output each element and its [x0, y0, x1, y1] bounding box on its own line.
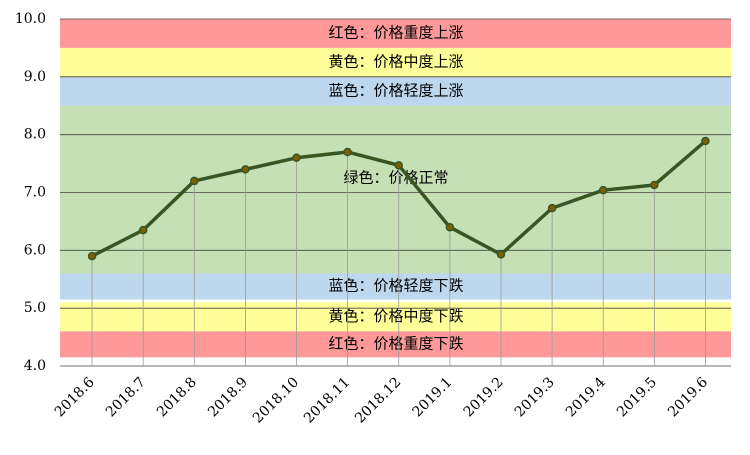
band-label: 蓝色：价格轻度下跌: [328, 276, 463, 294]
y-tick-label: 4.0: [24, 358, 46, 374]
marker: [701, 136, 710, 146]
x-tick-label: 2018.12: [352, 374, 404, 426]
band: [60, 105, 731, 274]
x-tick-label: 2019.4: [563, 374, 609, 420]
marker: [650, 180, 659, 190]
y-tick-label: 9.0: [24, 69, 46, 85]
x-tick-label: 2018.10: [250, 374, 302, 426]
band: [60, 331, 731, 358]
marker: [292, 153, 301, 163]
marker: [87, 251, 97, 261]
band-label: 绿色：价格正常: [343, 169, 448, 187]
marker: [190, 176, 199, 186]
x-tick-label: 2019.3: [512, 374, 558, 420]
marker: [138, 225, 148, 235]
x-tick-label: 2018.9: [205, 374, 251, 420]
band: [60, 76, 731, 106]
x-tick-label: 2019.5: [614, 374, 660, 420]
y-tick-label: 6.0: [24, 242, 46, 258]
y-tick-label: 5.0: [24, 300, 46, 316]
marker: [598, 185, 608, 195]
marker: [496, 250, 506, 259]
band-label: 红色：价格重度下跌: [328, 334, 463, 352]
band-label: 黄色：价格中度上涨: [328, 52, 463, 70]
band: [60, 19, 731, 48]
y-tick-label: 8.0: [24, 127, 46, 143]
marker: [343, 147, 352, 157]
band: [60, 302, 731, 332]
x-tick-label: 2018.7: [103, 374, 149, 420]
marker: [394, 161, 403, 170]
x-tick-label: 2018.8: [154, 374, 200, 420]
band-label: 蓝色：价格轻度上涨: [328, 81, 463, 99]
x-tick-label: 2019.2: [461, 374, 507, 420]
band-label: 红色：价格重度上涨: [328, 23, 463, 41]
band: [60, 47, 731, 77]
x-tick-label: 2019.6: [665, 374, 711, 420]
band: [60, 273, 731, 300]
x-tick-label: 2018.11: [301, 374, 353, 426]
y-tick-label: 7.0: [24, 185, 46, 201]
x-tick-label: 2018.6: [52, 374, 98, 420]
y-tick-label: 10.0: [15, 11, 46, 27]
marker: [445, 222, 455, 232]
x-tick-label: 2019.1: [410, 374, 456, 420]
marker: [547, 203, 557, 213]
marker: [241, 165, 250, 174]
band-label: 黄色：价格中度下跌: [328, 307, 463, 325]
